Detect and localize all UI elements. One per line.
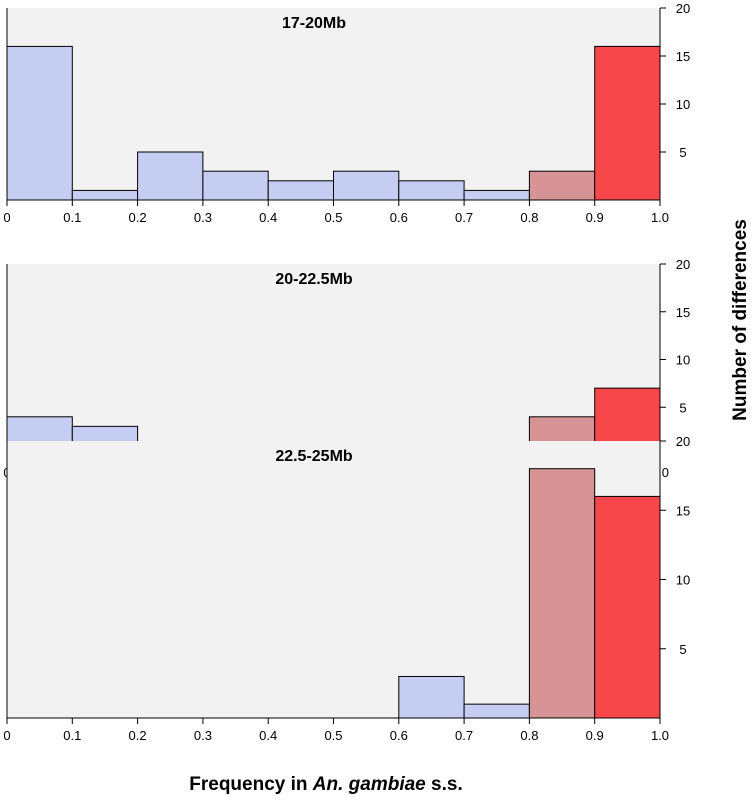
histogram-bar — [594, 495, 661, 719]
x-tick-label: 0.5 — [324, 728, 342, 743]
x-tick-label: 0.5 — [324, 210, 342, 225]
histogram-bar — [333, 170, 400, 201]
histogram-bar — [528, 468, 596, 719]
x-axis-title-part: Frequency in — [189, 774, 313, 795]
x-tick-label: 0.6 — [390, 728, 408, 743]
x-tick-label: 0 — [3, 728, 10, 743]
x-tick-label: 0.1 — [63, 728, 81, 743]
histogram-bar — [463, 703, 530, 719]
y-tick-label: 15 — [676, 305, 690, 320]
histogram-bar — [71, 189, 139, 201]
y-tick-label: 20 — [676, 434, 690, 449]
panel-1: 0 0.1 0.2 0.3 0.4 0.5 0.6 0.7 0.8 0.9 1.0 5 10 15 20 17… — [3, 1, 690, 225]
panel-title: 22.5-25Mb — [275, 448, 353, 465]
x-tick-label: 0 — [3, 210, 10, 225]
histogram-bar — [6, 45, 73, 201]
x-axis-title: Frequency in An. gambiae s.s. — [189, 774, 463, 795]
x-tick-label: 0.4 — [259, 728, 277, 743]
x-tick-label: 0.7 — [455, 210, 473, 225]
y-tick-label: 10 — [676, 353, 690, 368]
histogram-bar — [528, 170, 596, 201]
panel-2: 00.10.20.30.40.50.60.70.80.91.0510152020… — [3, 257, 690, 480]
histogram-bar — [398, 675, 465, 719]
x-tick-label: 1.0 — [651, 210, 669, 225]
x-tick-label: 0.3 — [194, 210, 212, 225]
x-tick-label: 0.9 — [586, 210, 604, 225]
histogram-bar — [137, 151, 204, 201]
y-tick-label: 10 — [676, 97, 690, 112]
x-tick-label: 0.3 — [194, 728, 212, 743]
histogram-bar — [202, 170, 269, 201]
x-tick-label: 0.6 — [390, 210, 408, 225]
x-tick-label: 0.8 — [520, 210, 538, 225]
y-axis-title: Number of differences — [730, 219, 751, 421]
y-tick-label: 5 — [679, 400, 686, 415]
y-tick-label: 20 — [676, 257, 690, 272]
x-axis-title-part: An. gambiae — [312, 774, 426, 795]
y-tick-label: 15 — [676, 49, 690, 64]
y-tick-label: 20 — [676, 1, 690, 16]
histogram-bar — [267, 180, 335, 201]
y-tick-label: 15 — [676, 503, 690, 518]
panel-3: 0 0.1 0.2 0.3 0.4 0.5 0.6 0.7 0.8 0.9 1.0 5 10 15 20 22… — [3, 434, 690, 743]
y-tick-label: 10 — [676, 573, 690, 588]
x-tick-label: 0.4 — [259, 210, 277, 225]
x-tick-label: 0.9 — [586, 728, 604, 743]
histogram-bar — [594, 45, 661, 201]
histogram-bar — [398, 180, 465, 201]
y-tick-label: 5 — [679, 642, 686, 657]
panel-title: 20-22.5Mb — [275, 271, 353, 288]
x-tick-label: 0.1 — [63, 210, 81, 225]
panel-title: 17-20Mb — [282, 15, 346, 32]
x-tick-label: 0.2 — [129, 210, 147, 225]
x-tick-label: 0.2 — [129, 728, 147, 743]
x-tick-label: 0.7 — [455, 728, 473, 743]
x-tick-label: 0.8 — [520, 728, 538, 743]
x-tick-label: 1.0 — [651, 728, 669, 743]
panel-background — [7, 8, 660, 200]
y-tick-label: 5 — [679, 145, 686, 160]
histogram-bar — [463, 189, 530, 201]
x-axis-title-part: s.s. — [426, 774, 463, 795]
